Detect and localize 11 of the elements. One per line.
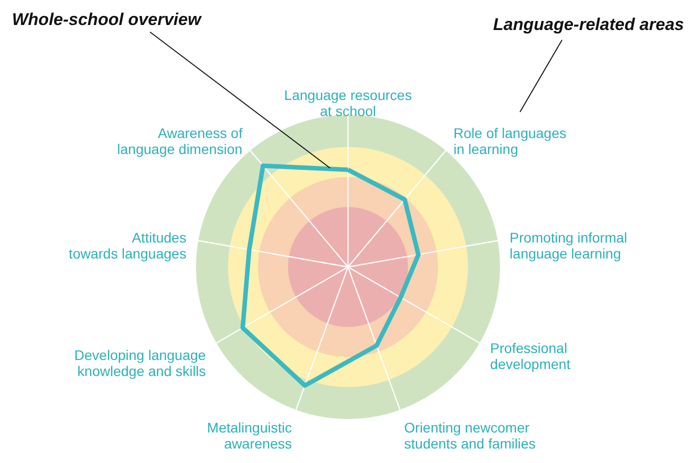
spoke-label: Developing language knowledge and skills [74,347,206,380]
spoke-label: Role of languages in learning [454,125,566,158]
text: Whole-school overview [12,10,203,29]
spoke-label: Metalinguistic awareness [207,419,292,452]
spoke-label: Awareness of language dimension [117,125,243,158]
spoke-label: Promoting informal language learning [510,229,628,262]
text: Language-related areas [493,15,684,34]
spoke-label: Professional development [490,340,570,372]
spoke-label: Language resources at school [284,86,412,119]
spoke-label: Orienting newcomer students and families [404,419,536,452]
spoke-label: Attitudes towards languages [68,229,186,262]
